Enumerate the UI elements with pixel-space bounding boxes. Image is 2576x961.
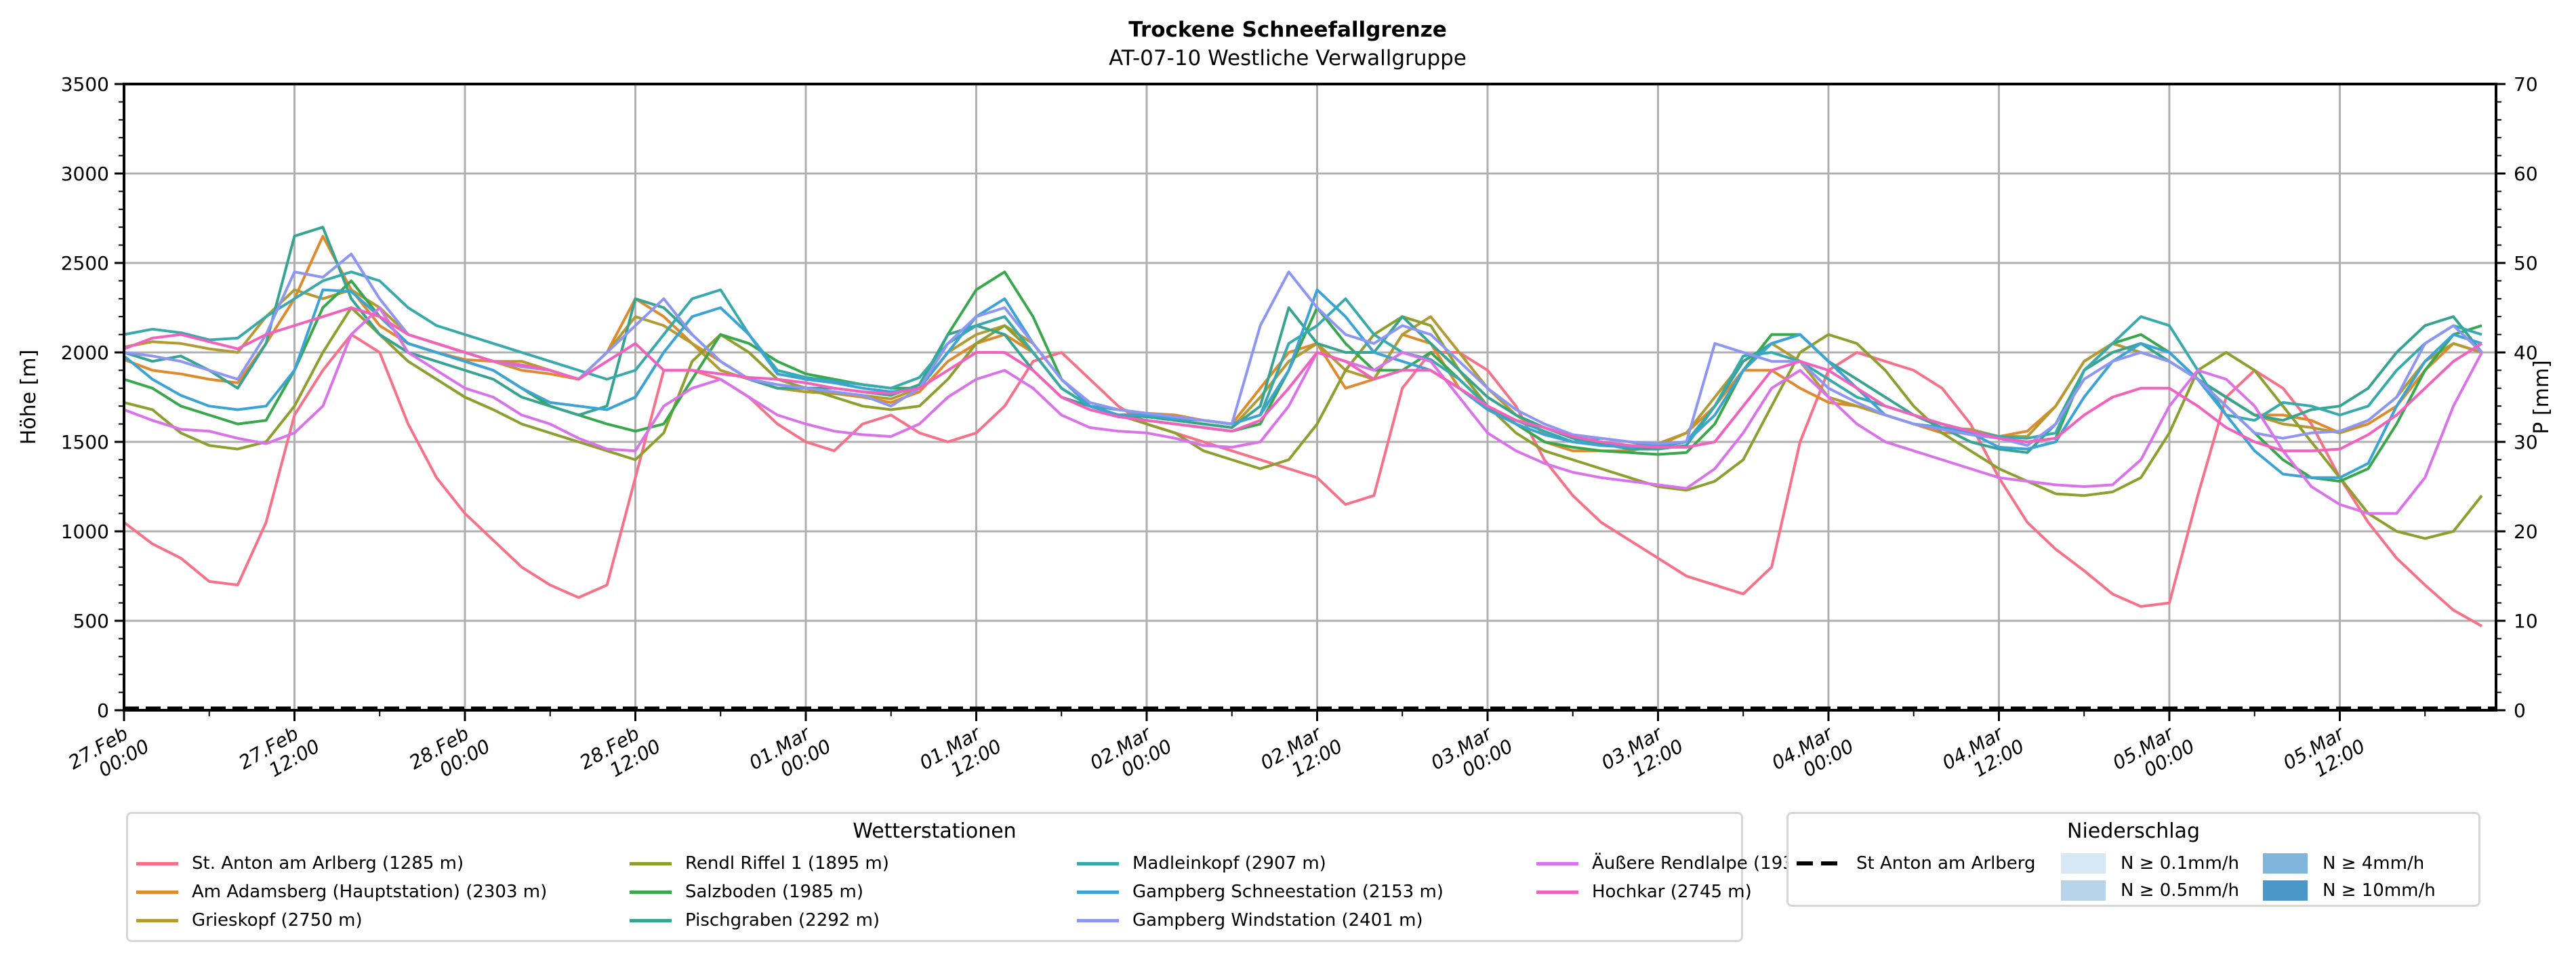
y-right-tick-label: 50 [2514,252,2538,274]
precip-legend-label: N ≥ 10mm/h [2323,880,2436,901]
axes: 0 500 1000 1500 2000 2500 3000 3500 0 10 20 30 40 50 6… [61,73,2538,781]
series-line-6 [123,270,2482,449]
legend-line-icon [1077,890,1119,894]
series-lines [123,226,2496,710]
series-line-9 [123,306,2483,515]
station-legend-label: Salzboden (1985 m) [685,882,864,902]
series-line-8 [123,252,2483,447]
station-legend-label: St. Anton am Arlberg (1285 m) [192,853,464,874]
series-line-10 [123,306,2483,453]
series-line-7 [123,288,2482,479]
precip-legend-item: N ≥ 10mm/h [2263,880,2436,901]
station-legend-item: Salzboden (1985 m) [630,882,863,902]
station-legend-item: Hochkar (2745 m) [1536,882,1752,902]
precip-legend-label: N ≥ 4mm/h [2323,853,2425,874]
chart-title: Trockene Schneefallgrenze [1128,18,1447,42]
y-right-tick-label: 70 [2514,73,2538,96]
station-legend-item: St. Anton am Arlberg (1285 m) [136,853,464,874]
station-legend-label: Pischgraben (2292 m) [685,910,880,931]
precip-swatch-icon [2061,880,2106,901]
station-legend-label: Gampberg Windstation (2401 m) [1132,910,1423,931]
series-line-2 [123,288,2482,449]
precip-legend-item: N ≥ 4mm/h [2263,853,2424,874]
station-legend-item: Rendl Riffel 1 (1895 m) [630,853,889,874]
legend-line-icon [1536,890,1578,894]
y-tick-label: 3000 [61,163,109,185]
legend-line-icon [630,861,672,865]
precip-swatch-icon [2061,853,2106,874]
precip-legend-title: Niederschlag [2067,819,2200,843]
y-tick-label: 1000 [61,520,109,543]
precip-swatch-icon [2263,880,2308,901]
station-legend-item: Am Adamsberg (Hauptstation) (2303 m) [136,882,547,902]
y-tick-label: 1500 [61,431,109,453]
precip-swatch-icon [2263,853,2308,874]
y-right-tick-label: 60 [2514,163,2538,185]
plot-frame [123,83,2497,712]
station-legend-item: Madleinkopf (2907 m) [1077,853,1326,874]
legend-line-icon [1536,861,1578,865]
legend-line-icon [136,861,178,865]
station-legend-label: Madleinkopf (2907 m) [1132,853,1326,874]
station-legend-label: Grieskopf (2750 m) [192,910,363,931]
station-legend-label: Hochkar (2745 m) [1592,882,1752,902]
y-right-tick-label: 40 [2514,342,2538,364]
legend-line-icon [136,918,178,922]
y-tick-label: 0 [97,699,109,722]
station-legend-label: Am Adamsberg (Hauptstation) (2303 m) [192,882,548,902]
station-legend-item: Grieskopf (2750 m) [136,910,363,931]
y-tick-label: 3500 [61,73,109,96]
y-tick-label: 500 [73,610,109,632]
y-tick-label: 2000 [61,342,109,364]
y-axis-label-right: P [mm] [2530,360,2554,434]
stations-legend: Wetterstationen St. Anton am Arlberg (12… [126,812,1835,942]
precip-legend-label: N ≥ 0.1mm/h [2121,853,2240,874]
station-legend-label: Gampberg Schneestation (2153 m) [1132,882,1444,902]
series-line-3 [123,306,2483,540]
stations-legend-title: Wetterstationen [853,819,1017,843]
y-right-tick-label: 0 [2514,699,2526,722]
y-right-tick-label: 20 [2514,520,2538,543]
precip-legend: Niederschlag St Anton am Arlberg N ≥ 0.1… [1786,812,2480,907]
legend-line-icon [136,890,178,894]
legend-line-icon [1077,861,1119,865]
chart-subtitle: AT-07-10 Westliche Verwallgruppe [1109,46,1467,70]
y-right-tick-label: 10 [2514,610,2538,632]
precip-legend-item: N ≥ 0.5mm/h [2061,880,2239,901]
series-line-1 [123,234,2482,453]
y-right-tick-label: 30 [2514,431,2538,453]
station-legend-item: Pischgraben (2292 m) [630,910,880,931]
precip-legend-item: N ≥ 0.1mm/h [2061,853,2239,874]
station-legend-label: Rendl Riffel 1 (1895 m) [685,853,889,874]
legend-line-icon [630,890,672,894]
y-axis-label: Höhe [m] [17,350,41,445]
legend-line-icon [1077,918,1119,922]
y-tick-label: 2500 [61,252,109,274]
station-legend-item: Gampberg Windstation (2401 m) [1077,910,1423,931]
series-line-0 [123,333,2482,628]
precip-legend-label: N ≥ 0.5mm/h [2121,880,2240,901]
legend-line-icon [630,918,672,922]
station-legend-item: Gampberg Schneestation (2153 m) [1077,882,1444,902]
precip-line-label: St Anton am Arlberg [1856,853,2036,874]
dashed-line-icon [1797,861,1837,865]
grid-lines [124,83,2496,712]
precip-legend-item-line: St Anton am Arlberg [1797,853,2036,874]
